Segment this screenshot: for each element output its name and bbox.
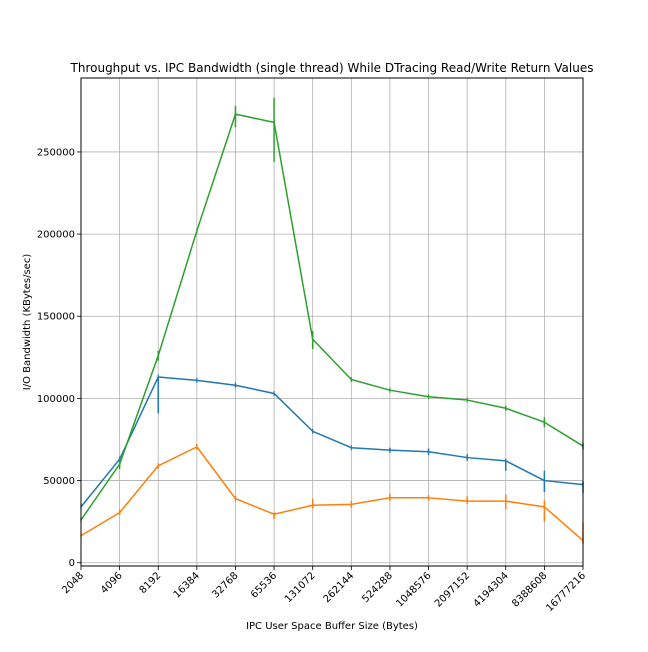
y-tick-label: 50000: [43, 476, 75, 487]
series-line: [80, 113, 584, 521]
series-1: [80, 374, 584, 510]
series-line: [80, 446, 584, 542]
chart-title: Throughput vs. IPC Bandwidth (single thr…: [70, 61, 594, 75]
y-tick-label: 0: [69, 558, 75, 569]
series-3: [80, 97, 584, 523]
series-line: [80, 376, 584, 508]
plot-frame: [80, 77, 584, 567]
y-tick-label: 150000: [37, 312, 75, 323]
y-tick-label: 250000: [37, 147, 75, 158]
x-axis-label: IPC User Space Buffer Size (Bytes): [246, 621, 418, 632]
y-tick-label: 200000: [37, 230, 75, 241]
y-tick-label: 100000: [37, 394, 75, 405]
y-axis-label: I/O Bandwidth (KBytes/sec): [22, 254, 33, 391]
series-lines: [80, 97, 584, 544]
